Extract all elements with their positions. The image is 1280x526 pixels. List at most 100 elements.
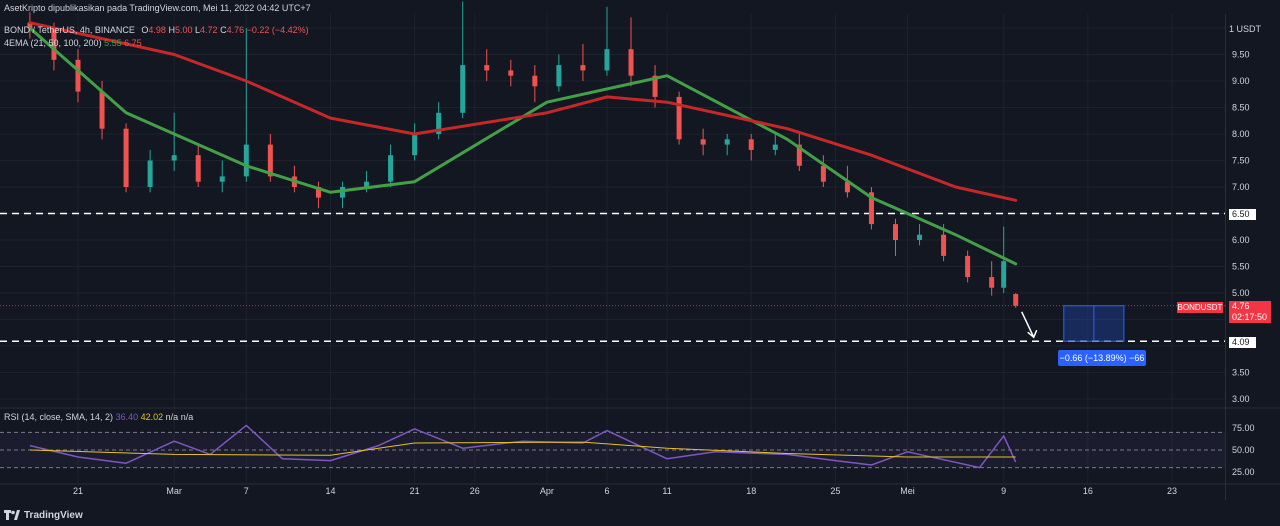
- candle-body-41: [1001, 261, 1007, 288]
- symbol-name[interactable]: BOND / TetherUS, 4h, BINANCE: [4, 25, 135, 35]
- rsi-line-1[interactable]: [29, 441, 1016, 458]
- tradingview-brand: TradingView: [24, 509, 83, 521]
- price-axis-tick-9: 7.50: [1232, 156, 1250, 166]
- candle-body-28: [700, 139, 706, 145]
- price-axis-tick-10: 8.00: [1232, 129, 1250, 139]
- level-tag-lower: 4.09: [1229, 337, 1256, 348]
- candle-body-38: [941, 234, 947, 256]
- candle-body-2: [75, 59, 81, 92]
- candle-body-25: [628, 49, 634, 76]
- candle-body-0: [27, 22, 33, 28]
- time-axis-tick-9: 18: [746, 486, 756, 496]
- candle-body-9: [243, 144, 249, 177]
- rsi-pane: [0, 424, 1225, 469]
- symbol-legend: BOND / TetherUS, 4h, BINANCE O4.98 H5.00…: [4, 25, 309, 35]
- candle-body-39: [965, 255, 971, 278]
- candle-body-33: [820, 165, 826, 182]
- ema-legend-value-slow: 6.75: [124, 38, 142, 48]
- candle-body-8: [219, 176, 225, 182]
- bar-countdown: 02:17:50: [1232, 312, 1268, 322]
- ohlc-change: −0.22 (−4.42%): [246, 25, 309, 35]
- ohlc-close: 4.76: [226, 25, 245, 35]
- rsi-legend-na-2: n/a: [180, 412, 194, 422]
- candle-body-23: [580, 65, 586, 71]
- candle-body-36: [892, 224, 898, 240]
- candle-body-12: [315, 187, 321, 198]
- rsi-sma-legend-value: 42.02: [140, 412, 164, 422]
- time-axis-tick-6: Apr: [540, 486, 554, 496]
- time-axis-tick-7: 6: [604, 486, 609, 496]
- candle-body-34: [844, 181, 850, 193]
- candle-body-20: [508, 70, 514, 76]
- price-axis-tick-12: 9.00: [1232, 76, 1250, 86]
- candle-body-21: [532, 75, 538, 87]
- last-price-value: 4.76: [1232, 301, 1250, 311]
- annotations: [1021, 305, 1125, 342]
- candle-body-16: [412, 134, 418, 156]
- ema-legend-label: 4EMA (21, 50, 100, 200): [4, 38, 102, 48]
- ema-legend[interactable]: 4EMA (21, 50, 100, 200) 5.55 6.75: [4, 38, 142, 48]
- drop-arrow-head: [1027, 329, 1038, 339]
- measure-result-label[interactable]: −0.66 (−13.89%) −66: [1058, 350, 1146, 366]
- tradingview-footer[interactable]: TradingView: [4, 508, 83, 522]
- candle-body-10: [267, 144, 273, 177]
- candle-body-18: [460, 65, 466, 113]
- price-axis-tick-6: 6.00: [1232, 235, 1250, 245]
- candle-body-17: [436, 112, 442, 134]
- price-axis-tick-11: 8.50: [1232, 103, 1250, 113]
- ema-line-1[interactable]: [28, 26, 1018, 266]
- price-axis-tick-0: 3.00: [1232, 394, 1250, 404]
- candle-body-24: [604, 49, 610, 71]
- time-axis-tick-11: Mei: [900, 486, 915, 496]
- ohlc-low: 4.72: [200, 25, 218, 35]
- ohlc-open-label: O: [141, 25, 149, 35]
- candle-body-1: [51, 28, 57, 60]
- time-axis-tick-4: 21: [410, 486, 420, 496]
- candle-body-4: [123, 128, 129, 187]
- candle-body-14: [364, 181, 370, 187]
- rsi-legend-value: 36.40: [115, 412, 139, 422]
- candle-body-42: [1013, 294, 1019, 306]
- price-axis-tick-13: 9.50: [1232, 50, 1250, 60]
- candle-body-19: [484, 65, 490, 71]
- symbol-price-tag: BONDUSDT: [1177, 302, 1223, 313]
- ema-line-2[interactable]: [28, 21, 1018, 202]
- horizontal-levels: [0, 212, 1225, 342]
- tradingview-logo-icon: [4, 510, 20, 520]
- ema-lines: [28, 21, 1018, 266]
- candle-body-26: [652, 75, 658, 97]
- candle-body-29: [724, 139, 730, 145]
- candle-body-32: [796, 144, 802, 166]
- price-axis-tick-8: 7.00: [1232, 182, 1250, 192]
- publisher-caption: AsetKripto dipublikasikan pada TradingVi…: [4, 3, 311, 13]
- candle-body-30: [748, 139, 754, 150]
- ohlc-high: 5.00: [174, 25, 193, 35]
- ohlc-high-label: H: [168, 25, 175, 35]
- candle-body-7: [195, 155, 201, 182]
- candle-body-6: [171, 155, 177, 161]
- time-axis-tick-14: 23: [1167, 486, 1177, 496]
- drop-arrow-shaft[interactable]: [1021, 311, 1035, 338]
- time-axis-tick-13: 16: [1083, 486, 1093, 496]
- rsi-axis-tick-2: 75.00: [1232, 423, 1255, 433]
- candle-body-31: [772, 144, 778, 150]
- candle-body-22: [556, 65, 562, 87]
- ema-legend-value-fast: 5.55: [104, 38, 122, 48]
- rsi-axis-tick-1: 50.00: [1232, 445, 1255, 455]
- candle-body-5: [147, 160, 153, 187]
- ohlc-close-label: C: [220, 25, 227, 35]
- rsi-legend[interactable]: RSI (14, close, SMA, 14, 2) 36.40 42.02 …: [4, 412, 193, 422]
- ohlc-open: 4.98: [148, 25, 166, 35]
- time-axis-tick-8: 11: [662, 486, 671, 496]
- time-axis-tick-12: 9: [1001, 486, 1006, 496]
- level-tag-upper: 6.50: [1229, 209, 1256, 220]
- candle-body-15: [388, 155, 394, 182]
- ohlc-low-label: L: [195, 25, 201, 35]
- time-axis-tick-2: 7: [244, 486, 249, 496]
- rsi-axis-tick-0: 25.00: [1232, 467, 1255, 477]
- time-axis-tick-10: 25: [830, 486, 840, 496]
- candle-body-37: [917, 234, 923, 240]
- price-axis-tick-4: 5.00: [1232, 288, 1250, 298]
- candle-body-40: [989, 277, 995, 288]
